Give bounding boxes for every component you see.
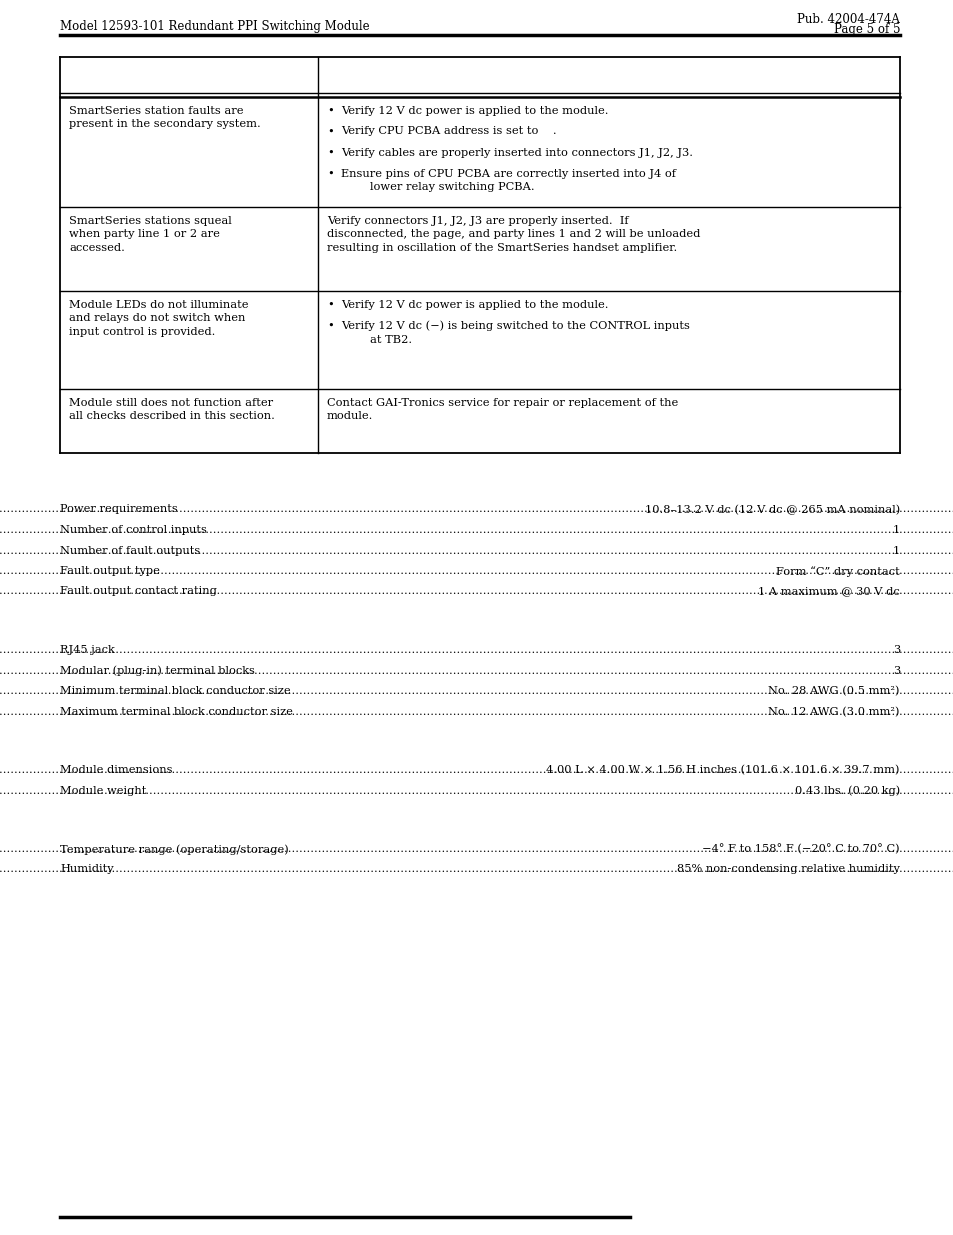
Text: 1: 1 xyxy=(892,525,899,535)
Text: ................................................................................: ........................................… xyxy=(0,505,953,515)
Text: Verify 12 V dc power is applied to the module.: Verify 12 V dc power is applied to the m… xyxy=(340,300,608,310)
Text: ................................................................................: ........................................… xyxy=(0,706,953,716)
Text: ................................................................................: ........................................… xyxy=(0,645,953,655)
Text: 4.00 L × 4.00 W × 1.56 H inches (101.6 × 101.6 × 39.7 mm): 4.00 L × 4.00 W × 1.56 H inches (101.6 ×… xyxy=(546,764,899,776)
Text: ................................................................................: ........................................… xyxy=(0,844,953,853)
Text: Minimum terminal block conductor size: Minimum terminal block conductor size xyxy=(60,685,291,697)
Text: ................................................................................: ........................................… xyxy=(0,525,953,535)
Text: •: • xyxy=(327,147,334,158)
Text: ................................................................................: ........................................… xyxy=(0,764,953,776)
Text: •: • xyxy=(327,168,334,179)
Text: Fault output type: Fault output type xyxy=(60,566,160,576)
Text: 85% non-condensing relative humidity: 85% non-condensing relative humidity xyxy=(677,864,899,874)
Text: ................................................................................: ........................................… xyxy=(0,587,953,597)
Text: −4° F to 158° F (−20° C to 70° C): −4° F to 158° F (−20° C to 70° C) xyxy=(701,844,899,855)
Text: •: • xyxy=(327,105,334,116)
Text: ................................................................................: ........................................… xyxy=(0,666,953,676)
Text: Number of fault outputs: Number of fault outputs xyxy=(60,546,200,556)
Text: 3: 3 xyxy=(892,666,899,676)
Text: Contact GAI-Tronics service for repair or replacement of the
module.: Contact GAI-Tronics service for repair o… xyxy=(327,398,678,421)
Text: 3: 3 xyxy=(892,645,899,655)
Text: Fault output contact rating: Fault output contact rating xyxy=(60,587,216,597)
Text: Verify connectors J1, J2, J3 are properly inserted.  If
disconnected, the page, : Verify connectors J1, J2, J3 are properl… xyxy=(327,215,700,253)
Text: Modular (plug-in) terminal blocks: Modular (plug-in) terminal blocks xyxy=(60,666,254,676)
Text: No. 12 AWG (3.0 mm²): No. 12 AWG (3.0 mm²) xyxy=(768,706,899,716)
Text: ................................................................................: ........................................… xyxy=(0,785,953,795)
Text: Module still does not function after
all checks described in this section.: Module still does not function after all… xyxy=(69,398,274,421)
Text: Verify cables are properly inserted into connectors J1, J2, J3.: Verify cables are properly inserted into… xyxy=(340,147,692,158)
Text: ................................................................................: ........................................… xyxy=(0,864,953,874)
Text: No. 28 AWG (0.5 mm²): No. 28 AWG (0.5 mm²) xyxy=(768,685,899,697)
Text: 1 A maximum @ 30 V dc: 1 A maximum @ 30 V dc xyxy=(758,587,899,597)
Text: ................................................................................: ........................................… xyxy=(0,685,953,697)
Text: Page 5 of 5: Page 5 of 5 xyxy=(833,23,899,36)
Text: Pub. 42004-474A: Pub. 42004-474A xyxy=(797,14,899,26)
Text: Form “C” dry contact: Form “C” dry contact xyxy=(776,566,899,577)
Text: Model 12593-101 Redundant PPI Switching Module: Model 12593-101 Redundant PPI Switching … xyxy=(60,20,369,33)
Text: 1: 1 xyxy=(892,546,899,556)
Text: Number of control inputs: Number of control inputs xyxy=(60,525,207,535)
Text: Module dimensions: Module dimensions xyxy=(60,764,172,776)
Text: ................................................................................: ........................................… xyxy=(0,566,953,576)
Text: Module LEDs do not illuminate
and relays do not switch when
input control is pro: Module LEDs do not illuminate and relays… xyxy=(69,300,248,337)
Text: Verify 12 V dc (−) is being switched to the CONTROL inputs
        at TB2.: Verify 12 V dc (−) is being switched to … xyxy=(340,321,689,345)
Text: Ensure pins of CPU PCBA are correctly inserted into J4 of
        lower relay sw: Ensure pins of CPU PCBA are correctly in… xyxy=(340,168,676,193)
Text: 10.8–13.2 V dc (12 V dc @ 265 mA nominal): 10.8–13.2 V dc (12 V dc @ 265 mA nominal… xyxy=(644,505,899,515)
Text: •: • xyxy=(327,321,334,331)
Text: SmartSeries stations squeal
when party line 1 or 2 are
accessed.: SmartSeries stations squeal when party l… xyxy=(69,215,232,253)
Text: Verify CPU PCBA address is set to    .: Verify CPU PCBA address is set to . xyxy=(340,126,556,137)
Text: 0.43 lbs. (0.20 kg): 0.43 lbs. (0.20 kg) xyxy=(794,785,899,797)
Text: Maximum terminal block conductor size: Maximum terminal block conductor size xyxy=(60,706,293,716)
Text: Humidity: Humidity xyxy=(60,864,113,874)
Text: Verify 12 V dc power is applied to the module.: Verify 12 V dc power is applied to the m… xyxy=(340,105,608,116)
Text: SmartSeries station faults are
present in the secondary system.: SmartSeries station faults are present i… xyxy=(69,105,260,130)
Text: Temperature range (operating/storage): Temperature range (operating/storage) xyxy=(60,844,289,855)
Text: •: • xyxy=(327,300,334,310)
Text: RJ45 jack: RJ45 jack xyxy=(60,645,114,655)
Text: Module weight: Module weight xyxy=(60,785,146,795)
Text: Power requirements: Power requirements xyxy=(60,505,177,515)
Text: ................................................................................: ........................................… xyxy=(0,546,953,556)
Text: •: • xyxy=(327,126,334,137)
